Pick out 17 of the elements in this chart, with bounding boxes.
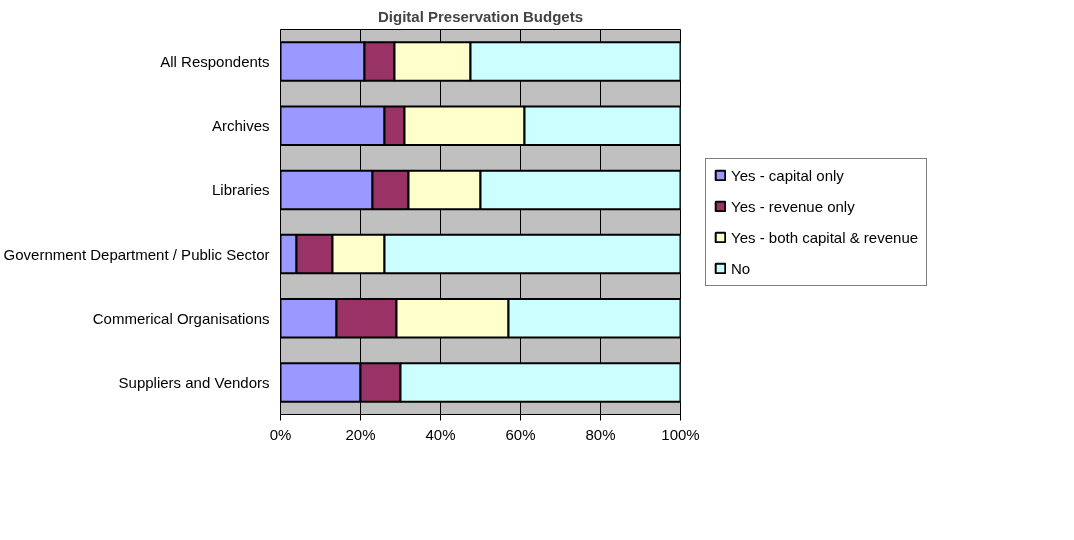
y-tick-label: Suppliers and Vendors <box>118 373 270 391</box>
x-tick-label: 40% <box>425 425 456 443</box>
x-tick-label: 60% <box>505 425 536 443</box>
y-tick-label: Commerical Organisations <box>92 309 270 327</box>
x-tick-label: 20% <box>345 425 376 443</box>
x-tick-label: 0% <box>269 425 292 443</box>
chart-title: Digital Preservation Budgets <box>377 7 584 25</box>
legend-label: Yes - revenue only <box>731 197 855 215</box>
y-tick-label: Government Department / Public Sector <box>3 245 270 263</box>
y-tick-label: All Respondents <box>160 53 270 71</box>
y-tick-label: Libraries <box>211 181 270 199</box>
legend-label: Yes - both capital & revenue <box>731 228 919 246</box>
legend-label: No <box>731 259 751 277</box>
x-tick-label: 80% <box>585 425 616 443</box>
legend-label: Yes - capital only <box>731 166 844 184</box>
x-tick-label: 100% <box>661 425 700 443</box>
y-tick-label: Archives <box>211 117 270 135</box>
